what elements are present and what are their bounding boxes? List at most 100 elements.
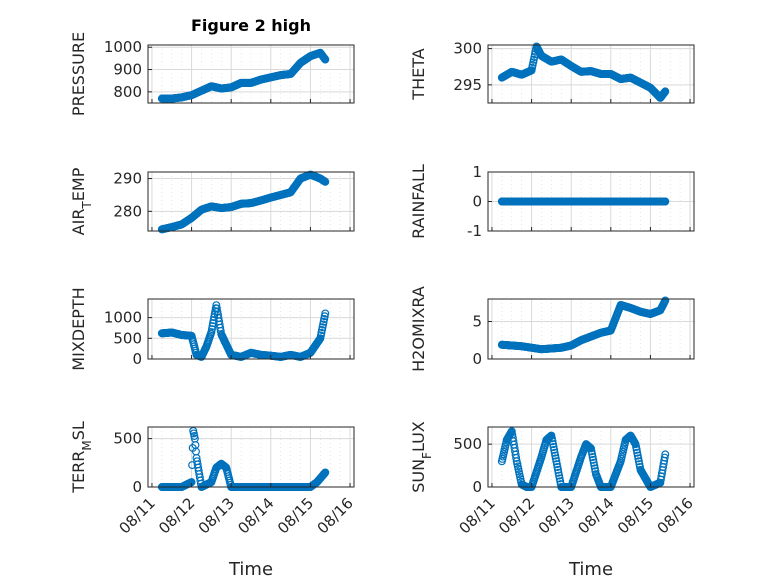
- data-point: [552, 457, 561, 466]
- y-tick-label: 1000: [104, 38, 142, 56]
- y-tick-label: 295: [453, 76, 482, 94]
- data-point-interpolated: [550, 445, 559, 454]
- y-tick-label: 280: [113, 202, 142, 220]
- y-axis-label: SUNFLUX: [409, 421, 434, 493]
- data-point: [661, 197, 670, 206]
- data-point-interpolated: [555, 474, 564, 483]
- subplot-mixdepth: 0 500 1000 MIXDEPTH: [69, 287, 355, 371]
- x-tick-label: 08/15: [614, 494, 657, 537]
- y-axis-label-main: THETA: [409, 48, 428, 100]
- data-point-interpolated: [555, 471, 564, 480]
- data-point-interpolated: [208, 322, 217, 331]
- y-tick-label: 0: [472, 193, 482, 211]
- y-axis-label: AIRTEMP: [69, 167, 94, 235]
- data-point-interpolated: [590, 461, 599, 470]
- data-point: [661, 296, 670, 305]
- y-axis-label-rest: EMP: [69, 167, 88, 201]
- x-axis-label: Time: [228, 559, 273, 580]
- data-point: [661, 450, 670, 459]
- data-point-interpolated: [552, 460, 561, 469]
- data-point-interpolated: [587, 447, 596, 456]
- y-tick-label: 900: [113, 61, 142, 79]
- data-point-interpolated: [634, 457, 643, 466]
- data-point-interpolated: [209, 316, 218, 325]
- data-point-interpolated: [551, 451, 560, 460]
- data-point-interpolated: [551, 454, 560, 463]
- subplot-theta: 295 300 THETA: [409, 40, 695, 104]
- x-tick-label: 08/11: [115, 494, 158, 537]
- axes-box: [147, 426, 355, 488]
- y-axis-label-main: SUN: [409, 459, 428, 493]
- series-markers: [497, 42, 670, 102]
- data-point-interpolated: [589, 455, 598, 464]
- data-point-interpolated: [512, 453, 521, 462]
- y-axis-label: RAINFALL: [409, 164, 428, 239]
- data-point-interpolated: [549, 443, 558, 452]
- y-axis-label-rest: SL: [69, 421, 88, 440]
- y-tick-label: 0: [132, 478, 142, 496]
- series-markers: [157, 48, 330, 103]
- axes-box: [147, 44, 355, 104]
- data-point-interpolated: [633, 448, 642, 457]
- x-tick-label: 08/13: [535, 494, 578, 537]
- data-point-interpolated: [588, 450, 597, 459]
- y-axis-label-main: RAINFALL: [409, 164, 428, 239]
- y-axis-label: THETA: [409, 48, 428, 100]
- y-tick-label: 5: [472, 313, 482, 331]
- data-point: [321, 468, 330, 477]
- data-point: [207, 328, 216, 337]
- y-axis-label-main: H2OMIXRA: [409, 286, 428, 372]
- data-point-interpolated: [632, 443, 641, 452]
- y-axis-label: TERRMSL: [69, 421, 94, 494]
- y-axis-label-subscript: T: [80, 201, 94, 210]
- y-tick-label: 0: [132, 350, 142, 368]
- data-point: [321, 309, 330, 318]
- data-point-interpolated: [589, 458, 598, 467]
- series-markers: [157, 301, 330, 361]
- x-tick-label: 08/12: [155, 494, 198, 537]
- series-markers: [497, 296, 670, 354]
- data-point-interpolated: [634, 454, 643, 463]
- axes-box: [487, 44, 695, 104]
- data-point: [661, 87, 670, 96]
- x-tick-label: 08/14: [574, 494, 617, 537]
- x-tick-label: 08/14: [234, 494, 277, 537]
- y-tick-label: 0: [472, 350, 482, 368]
- y-axis-label-main: AIR: [69, 209, 88, 236]
- subplot-h2omixra: 0 5 H2OMIXRA: [409, 286, 695, 372]
- data-point: [321, 177, 330, 186]
- x-tick-label: 08/16: [654, 494, 697, 537]
- y-axis-label-main: PRESSURE: [69, 32, 88, 116]
- y-axis-label: MIXDEPTH: [69, 287, 88, 370]
- subplot-air: 280 290 AIRTEMP: [69, 167, 355, 235]
- figure-title: Figure 2 high: [191, 16, 311, 35]
- data-point-interpolated: [553, 465, 562, 474]
- y-axis-label-main: MIXDEPTH: [69, 287, 88, 370]
- data-point-interpolated: [554, 468, 563, 477]
- x-tick-label: 08/13: [195, 494, 238, 537]
- axes-box: [487, 298, 695, 360]
- data-point-interpolated: [549, 440, 558, 449]
- axes-box: [487, 426, 695, 488]
- data-point-interpolated: [588, 453, 597, 462]
- y-tick-label: 1000: [104, 309, 142, 327]
- subplot-pressure: 800 900 1000 PRESSURE: [69, 32, 355, 116]
- data-point-interpolated: [591, 467, 600, 476]
- y-axis-label: PRESSURE: [69, 32, 88, 116]
- data-point-interpolated: [660, 453, 669, 462]
- y-tick-label: 300: [453, 40, 482, 58]
- x-tick-label: 08/11: [455, 494, 498, 537]
- y-axis-label: H2OMIXRA: [409, 286, 428, 372]
- y-tick-label: 800: [113, 83, 142, 101]
- data-point-interpolated: [632, 445, 641, 454]
- y-tick-label: 500: [453, 435, 482, 453]
- y-tick-label: 500: [113, 329, 142, 347]
- series-markers: [497, 427, 670, 492]
- y-axis-label-subscript: F: [420, 452, 434, 459]
- y-tick-label: 290: [113, 170, 142, 188]
- data-point-interpolated: [550, 448, 559, 457]
